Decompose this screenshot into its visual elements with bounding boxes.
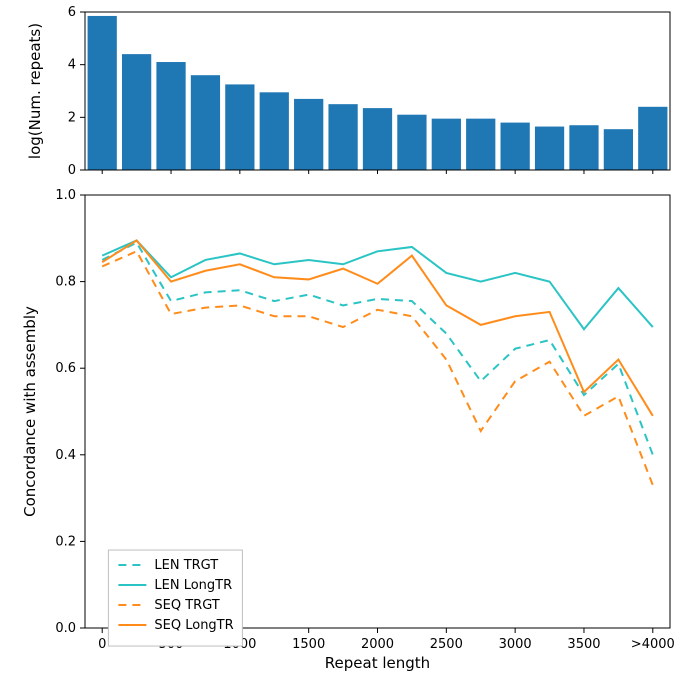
svg-text:0.6: 0.6 bbox=[55, 361, 76, 376]
bar bbox=[156, 62, 185, 170]
svg-text:4: 4 bbox=[68, 58, 76, 73]
svg-text:0.4: 0.4 bbox=[55, 448, 76, 463]
svg-text:0.8: 0.8 bbox=[55, 275, 76, 290]
xtick-label: 0 bbox=[98, 637, 106, 652]
svg-text:0.0: 0.0 bbox=[55, 621, 76, 636]
bar bbox=[397, 115, 426, 170]
bar bbox=[466, 119, 495, 170]
bar bbox=[604, 129, 633, 170]
bottom-line-chart: 0.0 0.2 0.4 0.6 0.8 1.0 Concordance with assem… bbox=[21, 188, 675, 672]
bar bbox=[260, 92, 289, 170]
legend-item-label: LEN TRGT bbox=[154, 558, 218, 573]
xtick-label: 2000 bbox=[361, 637, 394, 652]
svg-text:2: 2 bbox=[68, 110, 76, 125]
xtick-label: 3500 bbox=[567, 637, 600, 652]
bar bbox=[501, 123, 530, 170]
bar bbox=[225, 84, 254, 170]
svg-text:0.2: 0.2 bbox=[55, 534, 76, 549]
svg-text:0: 0 bbox=[68, 163, 76, 178]
xtick-label: 1500 bbox=[292, 637, 325, 652]
xtick-label: 2500 bbox=[430, 637, 463, 652]
legend: LEN TRGT LEN LongTR SEQ TRGT SEQ LongTR bbox=[108, 550, 242, 646]
top-bar-chart: 0 2 4 6 log(Num. repeats) bbox=[26, 5, 670, 178]
series-len_trgt bbox=[102, 243, 653, 455]
xtick-label: 3000 bbox=[499, 637, 532, 652]
bar bbox=[432, 119, 461, 170]
bar bbox=[569, 125, 598, 170]
legend-item-label: SEQ TRGT bbox=[154, 598, 219, 613]
bar bbox=[122, 54, 151, 170]
xtick-label: >4000 bbox=[631, 637, 675, 652]
series-seq_trgt bbox=[102, 251, 653, 485]
bar bbox=[328, 104, 357, 170]
bar bbox=[638, 107, 667, 170]
bar bbox=[88, 16, 117, 170]
series-seq_longtr bbox=[102, 240, 653, 415]
bar bbox=[535, 127, 564, 170]
svg-text:1.0: 1.0 bbox=[55, 188, 76, 203]
bar bbox=[191, 75, 220, 170]
bottom-ylabel: Concordance with assembly bbox=[21, 306, 39, 517]
svg-text:6: 6 bbox=[68, 5, 76, 20]
top-ylabel: log(Num. repeats) bbox=[26, 23, 44, 159]
legend-item-label: LEN LongTR bbox=[154, 578, 232, 593]
bar bbox=[294, 99, 323, 170]
xaxis-label: Repeat length bbox=[325, 654, 430, 672]
legend-item-label: SEQ LongTR bbox=[154, 618, 233, 633]
bar bbox=[363, 108, 392, 170]
